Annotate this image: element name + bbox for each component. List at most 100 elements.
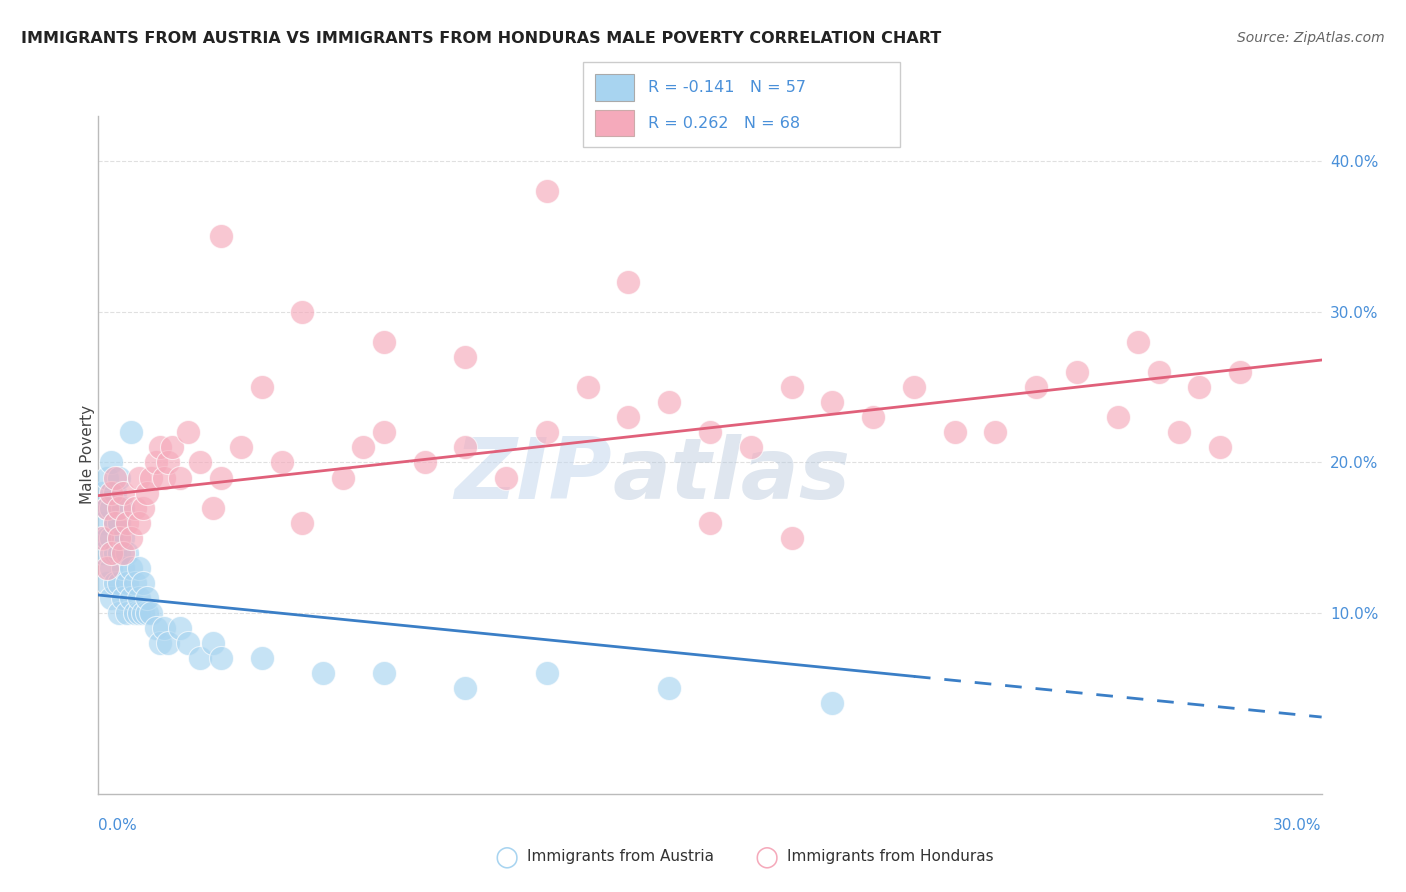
Point (1188, 380, 1211, 394)
Point (120, 531, 142, 545)
Point (132, 606, 155, 620)
Point (108, 531, 131, 545)
Point (352, 441, 374, 455)
Point (250, 380, 273, 394)
Point (536, 184, 558, 198)
Point (91, 516, 114, 530)
Point (100, 591, 122, 605)
Point (373, 334, 395, 349)
Point (188, 455, 212, 469)
Point (115, 576, 138, 591)
Point (454, 681, 477, 696)
Point (141, 606, 163, 620)
Point (658, 681, 681, 696)
Point (903, 380, 925, 394)
Point (108, 576, 131, 591)
Point (96, 531, 118, 545)
Point (120, 425, 142, 440)
Point (108, 516, 131, 530)
Point (100, 455, 122, 469)
Text: Immigrants from Austria: Immigrants from Austria (527, 849, 714, 863)
Text: R = 0.262   N = 68: R = 0.262 N = 68 (648, 116, 800, 130)
Point (104, 546, 127, 560)
Point (984, 425, 1007, 440)
Point (128, 591, 150, 605)
Point (943, 425, 966, 440)
Point (699, 516, 721, 530)
Point (152, 621, 174, 635)
Point (201, 500, 224, 515)
Point (124, 500, 146, 515)
Point (413, 455, 436, 469)
Point (454, 350, 477, 364)
Point (658, 395, 681, 409)
Point (821, 697, 844, 711)
Text: 30.0%: 30.0% (1274, 818, 1322, 832)
Text: IMMIGRANTS FROM AUSTRIA VS IMMIGRANTS FROM HONDURAS MALE POVERTY CORRELATION CHA: IMMIGRANTS FROM AUSTRIA VS IMMIGRANTS FR… (21, 31, 942, 46)
Text: 0.0%: 0.0% (98, 818, 138, 832)
Point (100, 531, 122, 545)
Point (270, 455, 294, 469)
Point (100, 500, 122, 515)
Point (124, 576, 146, 591)
Point (91, 531, 114, 545)
Point (136, 485, 159, 500)
Text: ○: ○ (754, 842, 779, 871)
Point (108, 606, 131, 620)
Point (156, 636, 179, 650)
Text: R = -0.141   N = 57: R = -0.141 N = 57 (648, 80, 806, 95)
Text: Source: ZipAtlas.com: Source: ZipAtlas.com (1237, 31, 1385, 45)
Point (128, 470, 150, 484)
Point (145, 455, 167, 469)
Point (96, 500, 118, 515)
Point (156, 455, 179, 469)
Point (96, 576, 118, 591)
Point (132, 576, 155, 591)
Point (132, 500, 155, 515)
Point (209, 651, 232, 665)
Text: ZIP: ZIP (454, 434, 612, 516)
Point (111, 485, 134, 500)
Point (231, 441, 253, 455)
Point (1066, 365, 1088, 379)
Point (104, 516, 127, 530)
Text: Immigrants from Honduras: Immigrants from Honduras (787, 849, 994, 863)
Point (111, 546, 134, 560)
Point (312, 666, 335, 681)
Point (120, 591, 142, 605)
Point (177, 425, 200, 440)
Point (124, 606, 146, 620)
Point (536, 425, 558, 440)
Point (128, 606, 150, 620)
Point (108, 546, 131, 560)
Point (862, 410, 884, 425)
Point (495, 470, 517, 484)
Point (1025, 380, 1047, 394)
Point (291, 305, 314, 319)
Point (111, 591, 134, 605)
Point (100, 561, 122, 575)
Point (617, 275, 640, 289)
Point (96, 470, 118, 484)
Point (1107, 410, 1129, 425)
Point (91, 546, 114, 560)
Point (1167, 425, 1189, 440)
Text: ○: ○ (494, 842, 519, 871)
Point (291, 516, 314, 530)
Point (160, 441, 183, 455)
Point (188, 651, 212, 665)
Point (91, 485, 114, 500)
Y-axis label: Male Poverty: Male Poverty (80, 405, 94, 505)
Point (111, 500, 134, 515)
Point (136, 591, 159, 605)
Point (111, 531, 134, 545)
Point (780, 380, 803, 394)
Point (100, 485, 122, 500)
Point (108, 470, 131, 484)
Point (104, 576, 127, 591)
Text: atlas: atlas (612, 434, 851, 516)
Point (136, 606, 159, 620)
Point (1147, 365, 1170, 379)
Point (699, 425, 721, 440)
Point (536, 666, 558, 681)
